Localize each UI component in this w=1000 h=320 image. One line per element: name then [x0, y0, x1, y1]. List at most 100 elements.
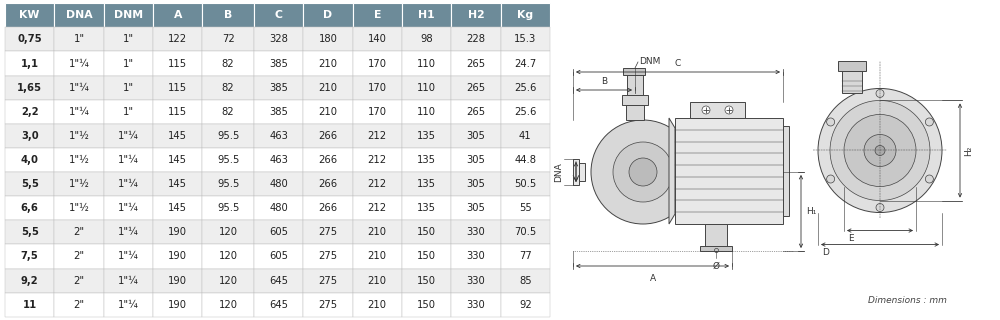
- Bar: [303, 268, 353, 293]
- Bar: [402, 244, 451, 268]
- Bar: [626, 105, 644, 120]
- Text: 265: 265: [466, 83, 486, 92]
- Text: 305: 305: [467, 131, 485, 141]
- Text: 210: 210: [368, 228, 387, 237]
- Text: 150: 150: [417, 228, 436, 237]
- Text: 1"½: 1"½: [69, 155, 89, 165]
- Bar: [54, 76, 104, 100]
- Bar: [501, 172, 550, 196]
- Text: KW: KW: [19, 10, 40, 20]
- Bar: [104, 293, 153, 317]
- Text: 463: 463: [269, 155, 288, 165]
- Text: 1": 1": [123, 83, 134, 92]
- Text: 190: 190: [168, 276, 187, 286]
- Text: 1"½: 1"½: [69, 179, 89, 189]
- Text: 72: 72: [222, 34, 235, 44]
- Bar: [153, 244, 202, 268]
- Text: 645: 645: [269, 276, 288, 286]
- Bar: [202, 148, 254, 172]
- Text: 95.5: 95.5: [217, 155, 239, 165]
- Bar: [54, 52, 104, 76]
- Text: 266: 266: [318, 131, 337, 141]
- Bar: [451, 124, 501, 148]
- Text: 170: 170: [368, 59, 387, 68]
- Text: 25.6: 25.6: [514, 107, 537, 117]
- Text: 605: 605: [269, 228, 288, 237]
- Bar: [54, 172, 104, 196]
- Bar: [5, 100, 54, 124]
- Bar: [153, 172, 202, 196]
- Circle shape: [876, 204, 884, 212]
- Text: 145: 145: [168, 179, 187, 189]
- Text: 328: 328: [269, 34, 288, 44]
- Text: 82: 82: [222, 59, 234, 68]
- Bar: [622, 95, 648, 105]
- Text: 330: 330: [467, 252, 485, 261]
- Text: 210: 210: [318, 59, 337, 68]
- Text: 1"¼: 1"¼: [69, 107, 89, 117]
- Text: 135: 135: [417, 131, 436, 141]
- Text: E: E: [848, 234, 854, 243]
- Bar: [303, 52, 353, 76]
- Bar: [783, 126, 789, 216]
- Bar: [303, 293, 353, 317]
- Text: 210: 210: [318, 83, 337, 92]
- Text: 1"¼: 1"¼: [69, 59, 89, 68]
- Bar: [402, 196, 451, 220]
- Text: 330: 330: [467, 276, 485, 286]
- Bar: [303, 27, 353, 52]
- Bar: [573, 159, 579, 185]
- Bar: [254, 100, 303, 124]
- Text: 92: 92: [519, 300, 532, 310]
- Circle shape: [827, 118, 835, 126]
- Text: 645: 645: [269, 300, 288, 310]
- Bar: [353, 100, 402, 124]
- Text: 1"¼: 1"¼: [118, 276, 139, 286]
- Bar: [501, 3, 550, 27]
- Bar: [353, 220, 402, 244]
- Bar: [202, 196, 254, 220]
- Text: 212: 212: [368, 203, 387, 213]
- Text: 115: 115: [168, 107, 187, 117]
- Text: 5,5: 5,5: [21, 179, 39, 189]
- Text: 2": 2": [73, 276, 85, 286]
- Text: 275: 275: [318, 252, 337, 261]
- Bar: [303, 172, 353, 196]
- Text: 95.5: 95.5: [217, 179, 239, 189]
- Text: 190: 190: [168, 300, 187, 310]
- Bar: [54, 268, 104, 293]
- Bar: [451, 268, 501, 293]
- Bar: [5, 76, 54, 100]
- Bar: [451, 293, 501, 317]
- Bar: [153, 52, 202, 76]
- Bar: [54, 148, 104, 172]
- Text: 55: 55: [519, 203, 532, 213]
- Text: 1"¼: 1"¼: [118, 179, 139, 189]
- Text: Kg: Kg: [517, 10, 533, 20]
- Bar: [402, 100, 451, 124]
- Text: H₁: H₁: [806, 207, 816, 216]
- Text: 275: 275: [318, 300, 337, 310]
- Bar: [402, 76, 451, 100]
- Text: 1": 1": [123, 34, 134, 44]
- Text: 1"¼: 1"¼: [118, 252, 139, 261]
- Bar: [5, 244, 54, 268]
- Bar: [153, 27, 202, 52]
- Bar: [104, 196, 153, 220]
- Text: A: A: [174, 10, 182, 20]
- Bar: [353, 196, 402, 220]
- Text: 1": 1": [123, 107, 134, 117]
- Text: 110: 110: [417, 59, 436, 68]
- Bar: [104, 76, 153, 100]
- Bar: [623, 68, 645, 75]
- Text: 305: 305: [467, 203, 485, 213]
- Text: 135: 135: [417, 203, 436, 213]
- Text: 24.7: 24.7: [514, 59, 536, 68]
- Bar: [451, 52, 501, 76]
- Bar: [303, 76, 353, 100]
- Text: 122: 122: [168, 34, 187, 44]
- Text: 1"½: 1"½: [69, 131, 89, 141]
- Bar: [402, 172, 451, 196]
- Text: 330: 330: [467, 300, 485, 310]
- Circle shape: [818, 88, 942, 212]
